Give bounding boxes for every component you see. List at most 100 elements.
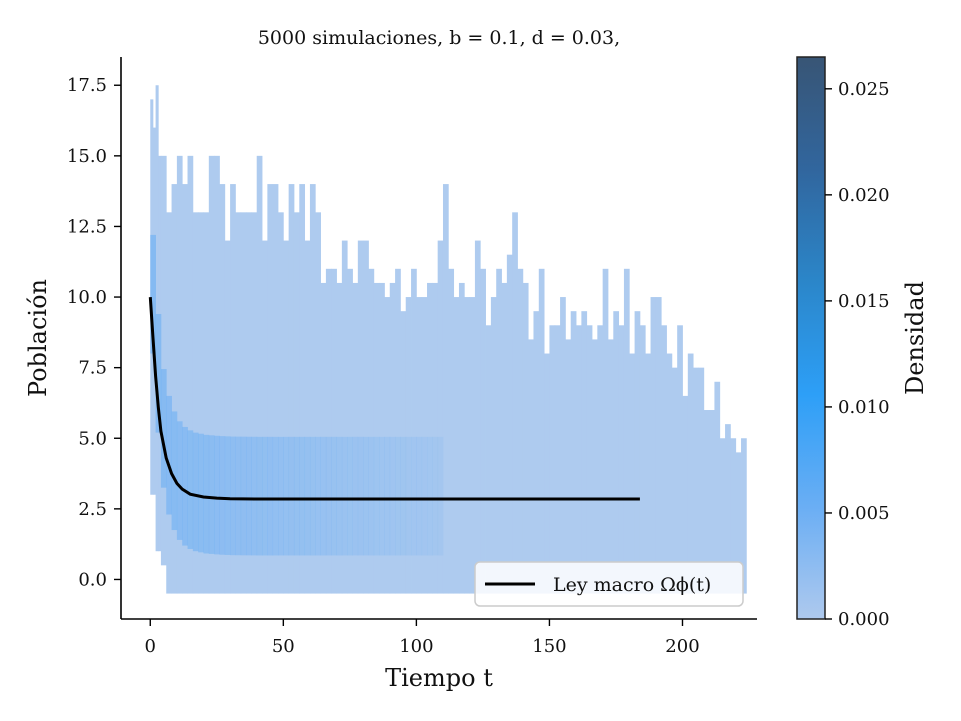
heatmap-cell bbox=[698, 367, 705, 594]
colorbar-tick-label: 0.025 bbox=[838, 79, 890, 100]
heatmap-cell bbox=[309, 184, 316, 594]
heatmap-cell bbox=[512, 212, 518, 594]
heatmap-dense-band bbox=[251, 436, 258, 556]
heatmap-cell bbox=[618, 325, 625, 594]
heatmap-cell bbox=[315, 212, 321, 594]
heatmap-cell bbox=[709, 410, 715, 594]
x-tick-label: 0 bbox=[145, 636, 156, 657]
heatmap-dense-band bbox=[405, 436, 412, 556]
heatmap-cell bbox=[357, 240, 364, 594]
heatmap-dense-band bbox=[176, 421, 183, 540]
heatmap-cell bbox=[607, 339, 614, 594]
heatmap-cell bbox=[458, 282, 465, 594]
heatmap-cell bbox=[384, 297, 391, 594]
heatmap-cell bbox=[682, 395, 689, 594]
heatmap-cell bbox=[176, 155, 183, 594]
heatmap-dense-band bbox=[379, 436, 385, 556]
heatmap-cell bbox=[480, 268, 486, 594]
heatmap-cell bbox=[341, 240, 348, 594]
heatmap-dense-band bbox=[288, 436, 295, 556]
heatmap-cell bbox=[613, 311, 620, 594]
heatmap-dense-band bbox=[293, 436, 300, 556]
heatmap-dense-band bbox=[230, 436, 236, 556]
colorbar-tick-label: 0.010 bbox=[838, 397, 890, 418]
heatmap-dense-band bbox=[389, 436, 396, 556]
heatmap-dense-band bbox=[395, 436, 401, 556]
density-heatmap bbox=[150, 85, 747, 594]
heatmap-cell bbox=[549, 325, 556, 594]
heatmap-dense-band bbox=[219, 436, 226, 555]
heatmap-cell bbox=[544, 353, 550, 594]
heatmap-dense-band bbox=[235, 436, 242, 556]
heatmap-dense-band bbox=[192, 432, 199, 552]
heatmap-cell bbox=[347, 268, 353, 594]
x-tick-label: 200 bbox=[665, 636, 699, 657]
heatmap-cell bbox=[251, 212, 258, 594]
y-tick-label: 15.0 bbox=[67, 146, 107, 167]
heatmap-cell bbox=[368, 268, 375, 594]
x-tick-label: 50 bbox=[272, 636, 295, 657]
axes: 0 50 100 150 200 0.0 2.5 5.0 7.5 10.0 12.5 15.0 17.5 bbox=[67, 57, 757, 657]
heatmap-dense-band bbox=[368, 436, 375, 556]
heatmap-dense-band bbox=[246, 436, 252, 556]
heatmap-cell bbox=[352, 282, 359, 594]
heatmap-dense-band bbox=[150, 234, 156, 354]
heatmap-dense-band bbox=[160, 369, 167, 488]
x-tick-label: 150 bbox=[532, 636, 566, 657]
heatmap-cell bbox=[581, 311, 588, 594]
y-tick-label: 10.0 bbox=[67, 287, 107, 308]
colorbar: 0.000 0.005 0.010 0.015 0.020 0.025 Densidad bbox=[796, 56, 929, 630]
legend: Ley macro Ωϕ(t) bbox=[474, 561, 744, 607]
heatmap-cell bbox=[554, 325, 561, 594]
heatmap-cell bbox=[623, 268, 630, 594]
heatmap-dense-band bbox=[182, 426, 188, 546]
heatmap-cell bbox=[735, 452, 742, 594]
heatmap-dense-band bbox=[384, 436, 391, 556]
heatmap-cell bbox=[570, 311, 577, 594]
heatmap-cell bbox=[283, 240, 290, 594]
heatmap-cell bbox=[597, 325, 604, 594]
heatmap-cell bbox=[400, 311, 407, 594]
heatmap-cell bbox=[432, 282, 439, 594]
heatmap-cell bbox=[240, 212, 247, 594]
heatmap-dense-band bbox=[373, 436, 380, 556]
heatmap-cell bbox=[592, 339, 598, 594]
y-tick-label: 2.5 bbox=[78, 499, 107, 520]
heatmap-cell bbox=[262, 240, 268, 594]
heatmap-cell bbox=[565, 339, 572, 594]
heatmap-cell bbox=[427, 282, 433, 594]
heatmap-dense-band bbox=[309, 436, 316, 556]
heatmap-cell bbox=[442, 184, 449, 594]
heatmap-cell bbox=[304, 240, 311, 594]
heatmap-cell bbox=[650, 297, 657, 594]
heatmap-dense-band bbox=[203, 434, 210, 554]
heatmap-cell bbox=[655, 297, 662, 594]
heatmap-cell bbox=[325, 268, 332, 594]
x-tick-label: 100 bbox=[399, 636, 433, 657]
colorbar-ticks: 0.000 0.005 0.010 0.015 0.020 0.025 bbox=[825, 79, 890, 630]
heatmap-dense-band bbox=[421, 436, 428, 556]
heatmap-dense-band bbox=[357, 436, 364, 556]
y-tick-label: 12.5 bbox=[67, 216, 107, 237]
x-axis-label: Tiempo t bbox=[385, 664, 493, 692]
heatmap-cell bbox=[490, 297, 497, 594]
heatmap-cell bbox=[395, 268, 401, 594]
heatmap-dense-band bbox=[224, 436, 231, 555]
heatmap-dense-band bbox=[267, 436, 274, 556]
y-tick-label: 0.0 bbox=[78, 569, 107, 590]
heatmap-cell bbox=[464, 297, 471, 594]
heatmap-cell bbox=[182, 184, 188, 594]
heatmap-cell bbox=[666, 353, 673, 594]
colorbar-gradient bbox=[796, 56, 826, 620]
heatmap-cell bbox=[719, 438, 726, 594]
heatmap-cell bbox=[320, 282, 327, 594]
heatmap-cell bbox=[533, 311, 540, 594]
heatmap-cell bbox=[299, 184, 306, 594]
heatmap-cell bbox=[474, 240, 481, 594]
heatmap-cell bbox=[405, 297, 412, 594]
heatmap-cell bbox=[214, 155, 220, 594]
heatmap-cell bbox=[373, 282, 380, 594]
heatmap-dense-band bbox=[304, 436, 311, 556]
heatmap-cell bbox=[538, 268, 545, 594]
colorbar-tick-label: 0.005 bbox=[838, 503, 890, 524]
